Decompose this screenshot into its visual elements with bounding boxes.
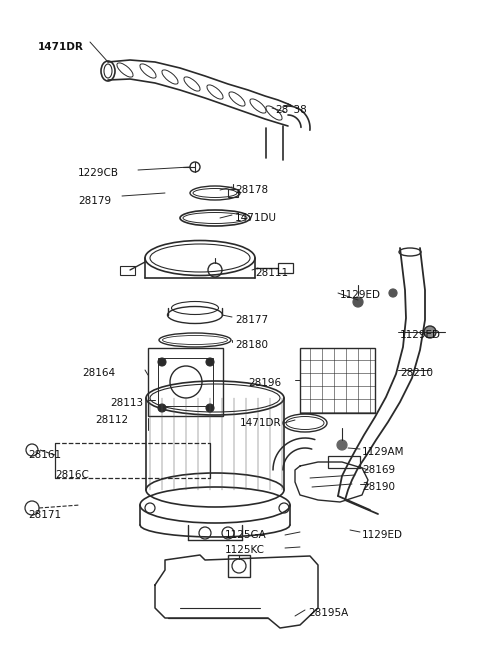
Circle shape [158,358,166,366]
Text: 1471DR: 1471DR [38,42,84,52]
Circle shape [158,404,166,412]
Text: 28180: 28180 [235,340,268,350]
Text: 28195A: 28195A [308,608,348,618]
Text: 2816C: 2816C [55,470,89,480]
Circle shape [337,440,347,450]
Text: 28171: 28171 [28,510,61,520]
Text: 28112: 28112 [95,415,128,425]
Text: 28210: 28210 [400,368,433,378]
Text: 28169: 28169 [362,465,395,475]
Text: 1471DU: 1471DU [235,213,277,223]
Text: 28113: 28113 [110,398,143,408]
Circle shape [206,358,214,366]
Bar [300,348,375,413]
Text: 28161: 28161 [28,450,61,460]
Bar [328,456,360,468]
Text: 1129ED: 1129ED [340,290,381,300]
Circle shape [424,326,436,338]
Text: 1125GA: 1125GA [225,530,267,540]
Text: 1129AM: 1129AM [362,447,405,457]
Bar [278,263,293,273]
Text: 1471DR: 1471DR [240,418,282,428]
Bar [228,189,238,197]
Text: 28`38: 28`38 [275,105,307,115]
Circle shape [353,297,363,307]
Circle shape [206,404,214,412]
Text: 1125KC: 1125KC [225,545,265,555]
Bar [148,348,223,416]
Text: 28190: 28190 [362,482,395,492]
Text: 1229CB: 1229CB [78,168,119,178]
Text: 28179: 28179 [78,196,111,206]
Text: 28111: 28111 [255,268,288,278]
Text: 28196: 28196 [248,378,281,388]
Text: 28177: 28177 [235,315,268,325]
Bar [228,555,250,577]
Text: 28178: 28178 [235,185,268,195]
Text: 1129ED: 1129ED [362,530,403,540]
Text: 28164: 28164 [82,368,115,378]
Bar [158,358,213,406]
Circle shape [389,289,397,297]
Bar [120,266,135,275]
Text: 1129ED: 1129ED [400,330,441,340]
